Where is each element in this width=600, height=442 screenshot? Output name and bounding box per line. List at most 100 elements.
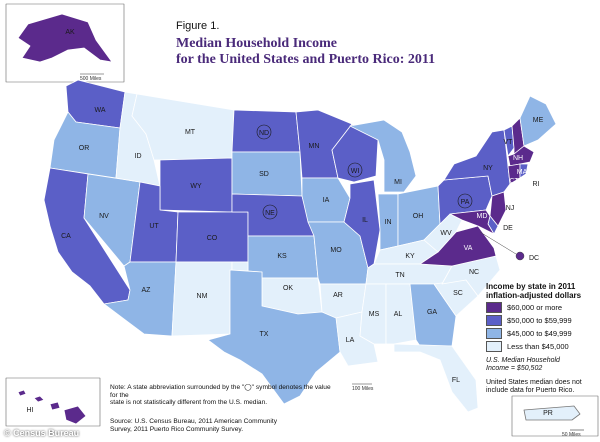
- label-il: IL: [362, 217, 368, 224]
- hawaii-inset-frame: [5, 377, 101, 427]
- label-nj: NJ: [506, 205, 515, 212]
- label-sc: SC: [453, 290, 463, 297]
- us-median-note: U.S. Median Household Income = $50,502: [486, 357, 598, 373]
- label-md: MD: [477, 213, 488, 220]
- label-mn: MN: [309, 143, 320, 150]
- label-wv: WV: [440, 230, 452, 237]
- label-oh: OH: [413, 213, 424, 220]
- label-hi: HI: [27, 407, 34, 414]
- legend-label: $45,000 to $49,999: [507, 329, 572, 338]
- label-ca: CA: [61, 233, 71, 240]
- source-credit: Source: U.S. Census Bureau, 2011 America…: [110, 418, 350, 433]
- state-md: [449, 209, 495, 235]
- state-fl: [393, 343, 479, 413]
- label-fl: FL: [452, 377, 460, 384]
- label-dc: DC: [529, 255, 539, 262]
- puerto-rico-scale-label: 50 Miles: [562, 432, 581, 438]
- label-vt: VT: [504, 139, 514, 146]
- map-note: Note: A state abbreviation surrounded by…: [110, 384, 340, 407]
- legend-label: $50,000 to $59,999: [507, 316, 572, 325]
- state-ak: [17, 13, 113, 63]
- label-nm: NM: [197, 293, 208, 300]
- label-al: AL: [394, 311, 403, 318]
- label-or: OR: [79, 145, 90, 152]
- label-ky: KY: [405, 253, 415, 260]
- label-tx: TX: [260, 331, 269, 338]
- label-ut: UT: [149, 223, 159, 230]
- legend-swatch: [486, 341, 502, 352]
- state-al: [385, 283, 417, 345]
- us-median-line-2: Income = $50,502: [486, 365, 543, 372]
- label-ks: KS: [277, 253, 287, 260]
- label-ar: AR: [333, 292, 343, 299]
- legend-label: $60,000 or more: [507, 303, 563, 312]
- legend: Income by state in 2011 inflation-adjust…: [486, 282, 598, 395]
- state-nj: [489, 191, 507, 227]
- label-in: IN: [385, 219, 392, 226]
- label-ms: MS: [369, 311, 380, 318]
- note-line-1: Note: A state abbreviation surrounded by…: [110, 384, 331, 399]
- legend-swatch: [486, 302, 502, 313]
- title-line-2: for the United States and Puerto Rico: 2…: [176, 52, 436, 67]
- legend-item: $60,000 or more: [486, 302, 598, 313]
- puerto-rico-note: United States median does not include da…: [486, 379, 598, 395]
- state-hi: [17, 389, 87, 425]
- state-ri: [519, 163, 529, 179]
- alaska-scale-label: 500 Miles: [80, 76, 102, 82]
- label-nv: NV: [99, 213, 109, 220]
- label-mo: MO: [330, 247, 342, 254]
- legend-item: Less than $45,000: [486, 341, 598, 352]
- label-ne: NE: [265, 210, 275, 217]
- label-nd: ND: [259, 130, 269, 137]
- label-wa: WA: [94, 107, 105, 114]
- circle-marker-ne: [262, 204, 278, 220]
- legend-item: $50,000 to $59,999: [486, 315, 598, 326]
- legend-item: $45,000 to $49,999: [486, 328, 598, 339]
- label-nh: NH: [513, 155, 523, 162]
- state-mi: [349, 119, 417, 193]
- label-va: VA: [464, 245, 473, 252]
- label-ct: CT: [509, 178, 519, 185]
- note-line-2: state is not statistically different fro…: [110, 399, 268, 407]
- pr-note-line-2: include data for Puerto Rico.: [486, 387, 575, 394]
- label-me: ME: [533, 117, 544, 124]
- state-tx: [207, 269, 341, 405]
- watermark: © Census Bureau: [4, 428, 80, 438]
- label-az: AZ: [142, 287, 152, 294]
- label-co: CO: [207, 235, 218, 242]
- title-line-1: Median Household Income: [176, 36, 338, 51]
- label-wy: WY: [190, 183, 202, 190]
- circle-marker-nd: [256, 124, 272, 140]
- legend-title-line-2: inflation-adjusted dollars: [486, 291, 582, 300]
- circle-marker-wi: [347, 162, 363, 178]
- legend-swatch: [486, 328, 502, 339]
- source-line-2: Survey, 2011 Puerto Rico Community Surve…: [110, 425, 244, 433]
- label-wi: WI: [351, 168, 360, 175]
- label-tn: TN: [395, 272, 404, 279]
- main-scale-label: 100 Miles: [352, 386, 374, 392]
- label-mi: MI: [394, 179, 402, 186]
- label-id: ID: [135, 153, 142, 160]
- label-nc: NC: [469, 269, 479, 276]
- legend-swatch: [486, 315, 502, 326]
- label-ok: OK: [283, 285, 293, 292]
- circle-marker-pa: [457, 193, 473, 209]
- label-pa: PA: [461, 199, 470, 206]
- figure-label: Figure 1.: [176, 20, 220, 32]
- label-la: LA: [346, 337, 355, 344]
- pr-note-line-1: United States median does not: [486, 379, 582, 386]
- legend-label: Less than $45,000: [507, 342, 569, 351]
- label-mt: MT: [185, 129, 196, 136]
- legend-title-line-1: Income by state in 2011: [486, 282, 576, 291]
- label-sd: SD: [259, 171, 269, 178]
- state-wi: [331, 123, 379, 183]
- label-pr: PR: [543, 410, 553, 417]
- state-pr: [523, 405, 581, 421]
- label-de: DE: [503, 225, 513, 232]
- page-title: Median Household Income for the United S…: [176, 36, 435, 68]
- label-ia: IA: [323, 197, 330, 204]
- label-ga: GA: [427, 309, 437, 316]
- source-line-1: Source: U.S. Census Bureau, 2011 America…: [110, 418, 277, 425]
